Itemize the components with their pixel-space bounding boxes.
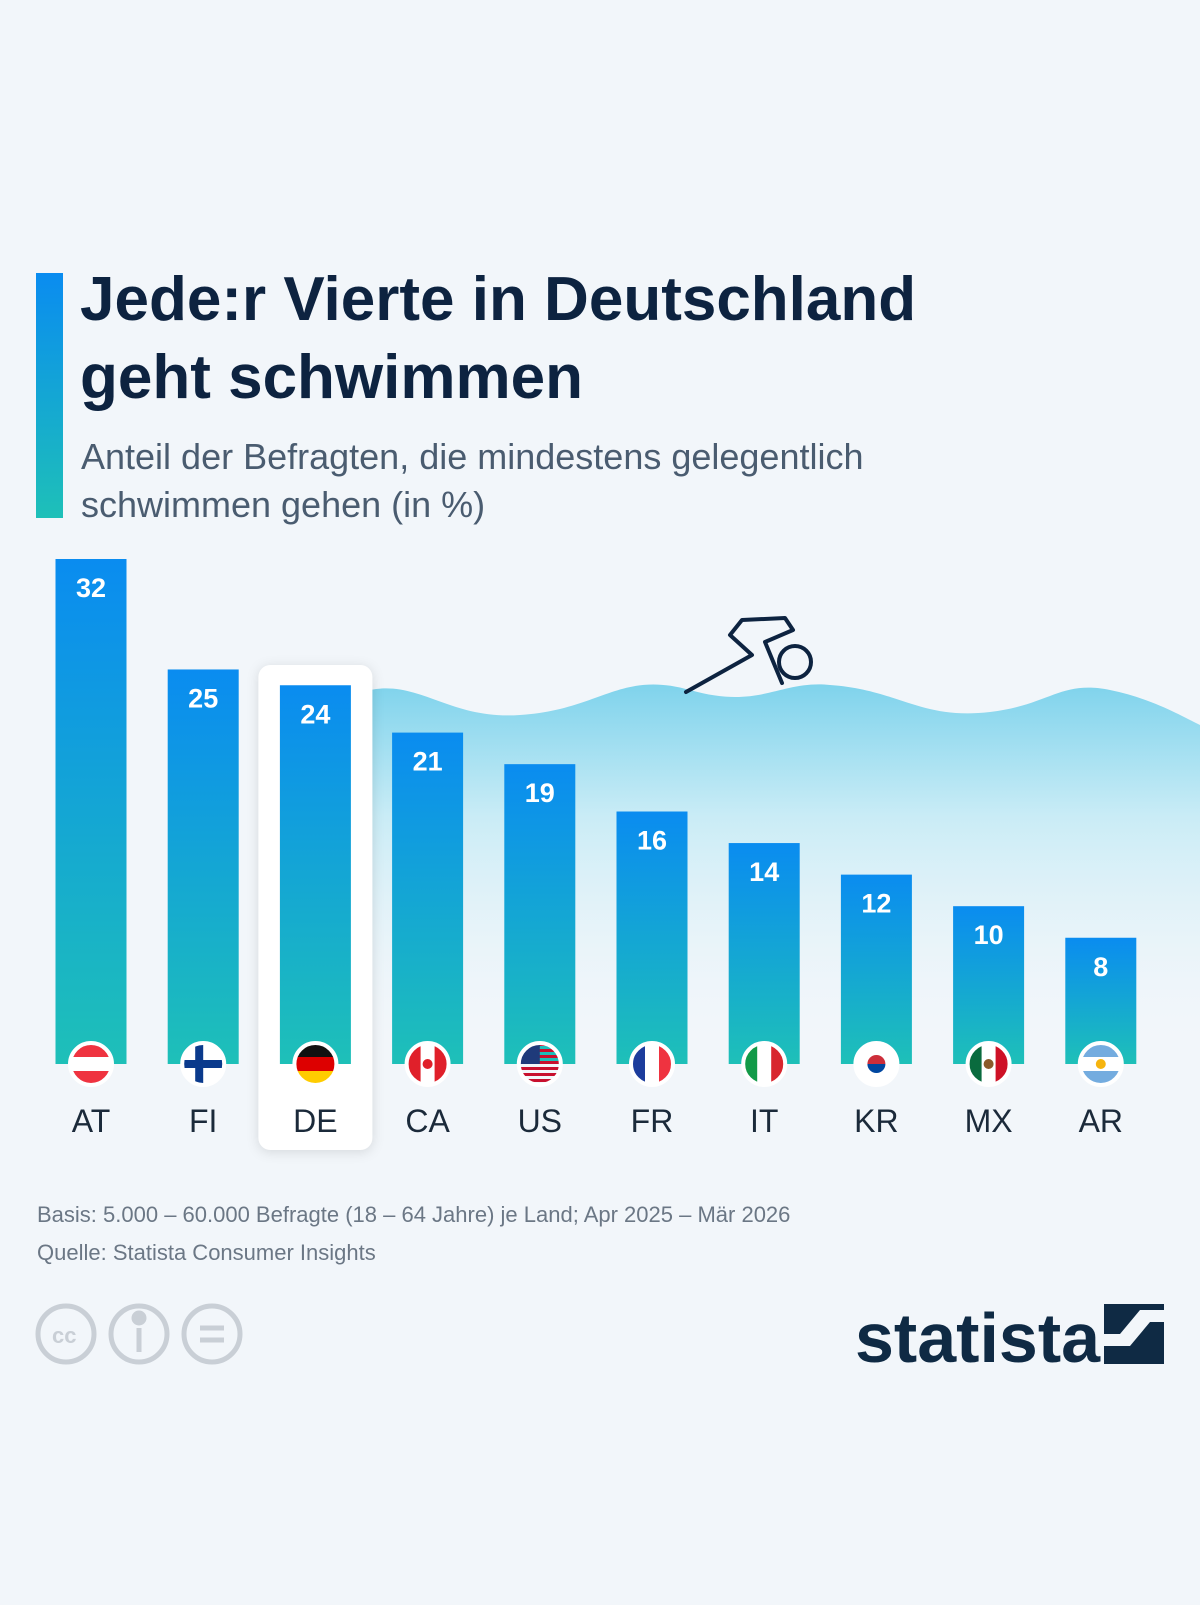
bar xyxy=(504,764,576,1064)
x-tick-label: KR xyxy=(854,1103,898,1139)
logo-mark xyxy=(1104,1304,1164,1364)
flag-stripe xyxy=(518,1067,561,1070)
swimmer-icon xyxy=(684,616,813,694)
flag-stripe xyxy=(70,1057,112,1072)
flag xyxy=(629,1041,675,1087)
flag-cross xyxy=(195,1043,204,1085)
bar xyxy=(728,843,800,1064)
flag-ring xyxy=(404,1041,451,1087)
chart-subtitle: Anteil der Befragten, die mindestens gel… xyxy=(81,436,864,477)
bar xyxy=(167,669,239,1064)
chart-subtitle: schwimmen gehen (in %) xyxy=(81,484,485,525)
value-label: 32 xyxy=(76,573,106,603)
flag-ring xyxy=(516,1041,563,1087)
bar xyxy=(279,685,351,1064)
flag-ring xyxy=(965,1041,1012,1087)
x-tick-label: IT xyxy=(750,1103,778,1139)
flag xyxy=(180,1041,227,1087)
bar xyxy=(392,732,464,1064)
chart-title: Jede:r Vierte in Deutschland xyxy=(80,265,916,334)
flag-taegeuk xyxy=(867,1055,886,1064)
bar xyxy=(55,559,127,1064)
flag-emblem xyxy=(1095,1059,1106,1069)
flag-ring xyxy=(741,1041,788,1087)
value-label: 25 xyxy=(188,683,218,713)
flag-ring xyxy=(853,1041,900,1087)
flag xyxy=(853,1041,900,1087)
value-label: 14 xyxy=(749,857,779,887)
footnote: Basis: 5.000 – 60.000 Befragte (18 – 64 … xyxy=(37,1202,790,1227)
value-label: 24 xyxy=(300,699,330,729)
value-label: 10 xyxy=(974,920,1004,950)
flag xyxy=(516,1041,563,1087)
flag-ring xyxy=(292,1041,339,1087)
flag xyxy=(404,1041,451,1087)
x-tick-label: FR xyxy=(631,1103,674,1139)
x-tick-label: FI xyxy=(189,1103,217,1139)
x-tick-label: AT xyxy=(72,1103,111,1139)
bar xyxy=(616,811,688,1064)
bar-chart: 32 AT 25 FI 24 DE 21 CA 19 US 16 FR 14 IT 12 KR 10 MX 8 AR xyxy=(55,559,1137,1150)
license-icons xyxy=(35,1303,243,1365)
flag xyxy=(1077,1041,1124,1087)
flag xyxy=(741,1041,788,1087)
flag-emblem xyxy=(422,1059,433,1069)
flag xyxy=(292,1041,339,1087)
value-label: 19 xyxy=(525,778,555,808)
value-label: 16 xyxy=(637,826,667,856)
value-label: 8 xyxy=(1093,952,1108,982)
flag-emblem xyxy=(983,1059,994,1069)
bar xyxy=(953,906,1025,1064)
brand-logo: statista xyxy=(855,1299,1101,1377)
x-tick-label: MX xyxy=(965,1103,1013,1139)
flag-stripe xyxy=(294,1057,337,1072)
accent-bar xyxy=(36,273,63,518)
x-tick-label: US xyxy=(518,1103,562,1139)
x-tick-label: CA xyxy=(405,1103,450,1139)
x-tick-label: AR xyxy=(1079,1103,1123,1139)
flag-stripe xyxy=(757,1043,772,1085)
bar xyxy=(840,874,912,1064)
x-tick-label: DE xyxy=(293,1103,337,1139)
flag-taegeuk xyxy=(867,1064,886,1073)
flag-ring xyxy=(629,1041,675,1087)
flag xyxy=(68,1041,114,1087)
flag-stripe xyxy=(518,1079,561,1082)
flag xyxy=(965,1041,1012,1087)
flag-ring xyxy=(1077,1041,1124,1087)
flag-ring xyxy=(180,1041,227,1087)
value-label: 12 xyxy=(861,889,891,919)
flag-stripe xyxy=(518,1073,561,1076)
footnote: Quelle: Statista Consumer Insights xyxy=(37,1240,376,1265)
flag-ring xyxy=(68,1041,114,1087)
flag-stripe xyxy=(645,1043,660,1085)
value-label: 21 xyxy=(413,747,443,777)
cc-mark: cc xyxy=(52,1323,76,1348)
chart-title: geht schwimmen xyxy=(80,343,583,412)
